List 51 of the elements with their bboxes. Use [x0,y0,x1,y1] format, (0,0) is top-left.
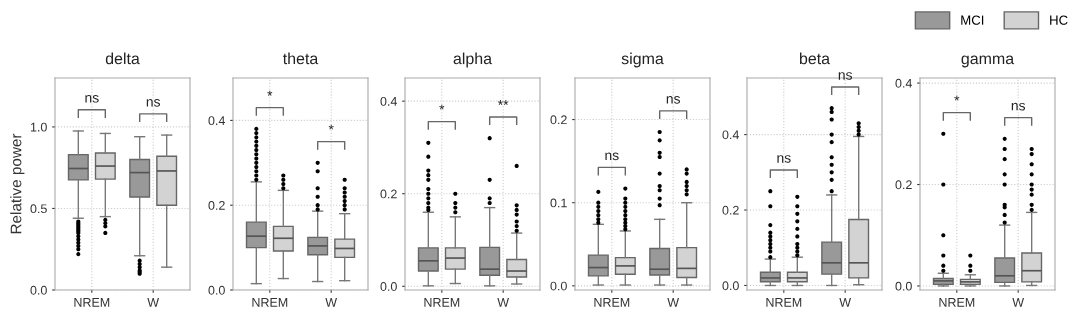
y-tick-label: 0.1 [550,198,567,208]
chart-title: sigma [621,52,664,68]
x-tick-label: W [667,298,680,307]
y-tick-label: 0.0 [208,285,225,295]
y-tick-label: 0.4 [380,96,397,106]
annotation: * [267,90,273,96]
y-tick-label: 0.2 [380,189,397,199]
y-tick-label: 0.2 [208,201,225,210]
x-tick-label: W [497,298,510,307]
annotation: ns [1011,102,1026,111]
chart-title: gamma [961,55,1015,68]
y-tick-label: 0.4 [722,130,739,140]
y-tick-label: 0.0 [30,285,47,295]
chart-title: delta [105,52,140,65]
y-tick-label: 0.0 [550,281,567,291]
x-tick-label: NREM [74,298,110,307]
y-tick-label: 1.0 [30,122,47,132]
x-tick-label: NREM [252,298,288,307]
legend-label: MCI [961,15,984,25]
y-tick-label: 0.2 [550,115,567,125]
y-tick-label: 0.0 [380,282,397,291]
chart-title: theta [282,52,319,65]
annotation: * [328,124,334,130]
chart-title: alpha [453,52,493,68]
annotation: ns [666,96,681,104]
x-tick-label: W [325,298,338,307]
annotation: ** [498,100,509,105]
x-tick-label: NREM [766,298,802,307]
annotation: ns [85,94,99,103]
y-tick-label: 0.2 [895,180,912,190]
x-tick-label: NREM [594,298,630,307]
x-tick-label: NREM [424,298,460,307]
y-tick-label: 0.4 [208,116,225,126]
chart-title: beta [799,52,831,65]
y-tick-label: 0.2 [722,205,739,215]
legend-label: HC [1050,15,1068,25]
x-tick-label: W [1012,298,1025,307]
x-tick-label: W [147,298,160,307]
annotation: * [954,95,960,101]
annotation: ns [838,72,853,80]
x-tick-label: W [839,298,852,307]
y-axis-title: Relative power [10,133,25,234]
annotation: ns [605,152,619,161]
y-tick-label: 0.0 [895,281,912,291]
annotation: ns [777,155,791,163]
y-tick-label: 0.0 [722,281,739,291]
annotation: * [439,104,445,110]
y-tick-label: 0.4 [895,78,912,88]
y-tick-label: 0.5 [30,204,47,214]
annotation: ns [146,99,161,107]
x-tick-label: NREM [939,298,975,307]
